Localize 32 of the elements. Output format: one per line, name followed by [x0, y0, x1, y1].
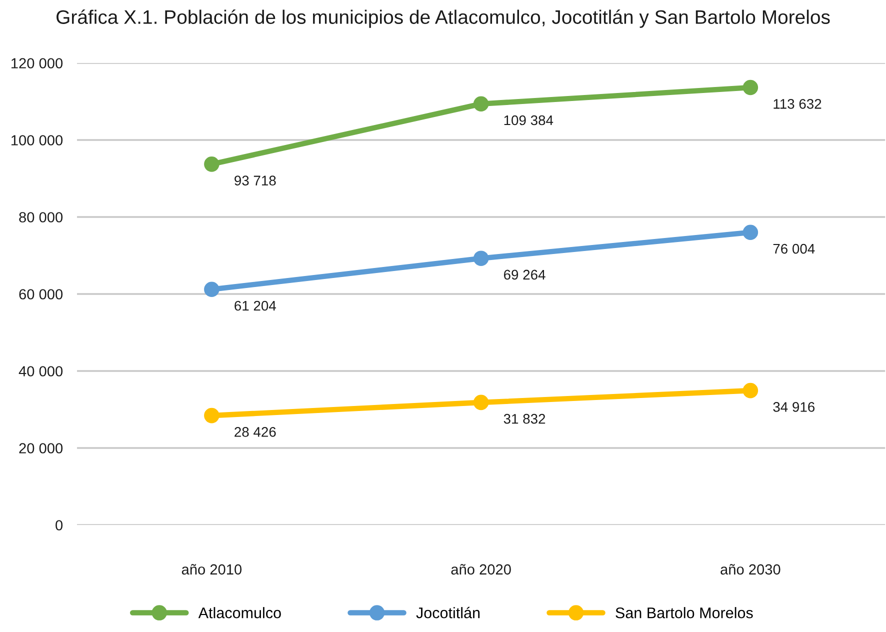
data-label: 76 004 — [773, 244, 815, 254]
point — [742, 382, 758, 398]
point — [742, 80, 758, 96]
data-label: 113 632 — [774, 98, 822, 109]
point — [204, 282, 220, 298]
y-tick-label: 60 000 — [19, 289, 63, 300]
y-tick-label: 0 — [56, 520, 63, 530]
y-tick-label: 120 000 — [12, 58, 63, 68]
x-tick-label: año 2030 — [720, 564, 780, 575]
point — [742, 224, 758, 240]
legend-label: San Bartolo Morelos — [616, 607, 753, 618]
y-tick-label: 40 000 — [18, 366, 63, 376]
legend-label: Jocotitlán — [416, 606, 480, 618]
point — [204, 408, 220, 424]
data-label: 28 426 — [234, 427, 276, 437]
data-label: 34 916 — [773, 402, 815, 412]
point — [204, 156, 220, 172]
data-label: 109 384 — [504, 115, 554, 126]
point — [473, 96, 489, 112]
data-label: 69 264 — [504, 270, 546, 280]
legend-label: Atlacomulco — [198, 607, 281, 618]
y-tick-label: 80 000 — [19, 212, 63, 222]
point — [473, 250, 489, 266]
data-label: 31 832 — [504, 414, 546, 424]
y-tick-label: 100 000 — [12, 135, 63, 146]
y-tick-label: 20 000 — [19, 443, 63, 454]
x-tick-label: año 2010 — [182, 564, 242, 575]
chart-title: Gráfica X.1. Población de los municipios de Atlacomulco, Jocotitlán y San Bartolo Morelos — [56, 9, 830, 28]
point — [473, 394, 489, 410]
x-tick-label: año 2020 — [451, 564, 511, 575]
data-label: 93 718 — [234, 176, 276, 186]
data-label: 61 204 — [234, 300, 276, 311]
